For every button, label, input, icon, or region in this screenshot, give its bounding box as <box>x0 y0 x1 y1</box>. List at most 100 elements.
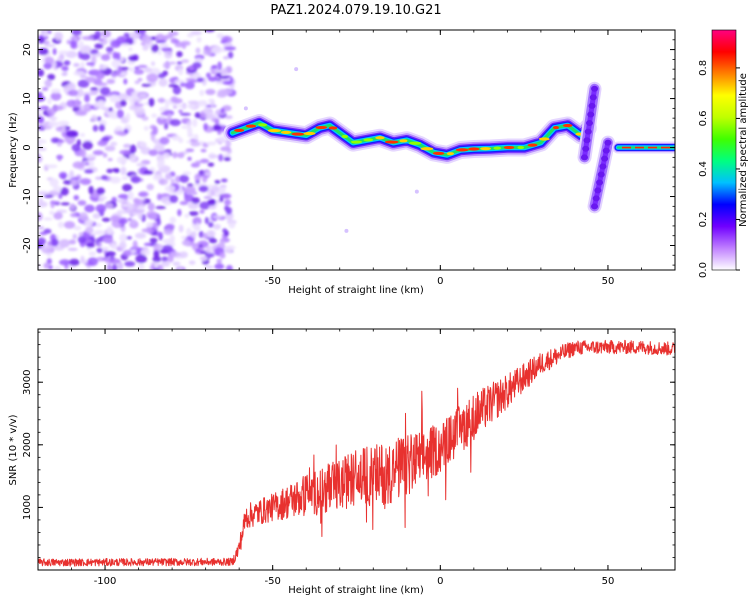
noise-blob <box>106 225 113 235</box>
noise-blob <box>213 223 222 230</box>
noise-blob <box>122 183 133 192</box>
noise-blob <box>72 233 78 240</box>
noise-blob <box>118 217 128 225</box>
noise-blob <box>73 194 80 201</box>
noise-blob <box>38 111 42 117</box>
noise-blob <box>223 245 233 254</box>
ridge-hotspot <box>384 140 399 144</box>
noise-blob <box>80 255 85 264</box>
noise-blob <box>143 125 149 131</box>
noise-blob <box>54 31 64 41</box>
noise-blob <box>211 186 220 193</box>
noise-blob <box>172 98 183 104</box>
noise-blob <box>224 199 232 206</box>
noise-blob <box>109 215 121 222</box>
noise-blob <box>106 168 114 174</box>
noise-blob <box>38 69 45 77</box>
x-tick-label: 0 <box>437 576 443 587</box>
colorbar-tick-label: 0.8 <box>698 60 709 76</box>
noise-blob <box>137 77 143 82</box>
x-tick-label: 50 <box>602 276 615 287</box>
y-tick-label: 20 <box>22 43 33 56</box>
noise-blob <box>43 194 54 198</box>
noise-blob <box>80 61 85 70</box>
feature-blob <box>596 179 604 186</box>
noise-blob <box>154 261 159 269</box>
noise-blob <box>222 80 233 85</box>
ridge-signal <box>223 114 597 164</box>
noise-blob <box>84 169 94 174</box>
noise-blob <box>97 38 104 42</box>
noise-blob <box>186 227 192 236</box>
ridge-hotspot <box>480 147 492 151</box>
noise-blob <box>38 237 46 246</box>
noise-blob <box>77 235 87 244</box>
noise-blob <box>181 239 191 246</box>
noise-blob <box>73 225 82 231</box>
noise-blob <box>193 133 199 141</box>
noise-blob <box>153 250 160 258</box>
noise-blob <box>68 258 80 266</box>
noise-blob <box>58 50 70 55</box>
noise-blob <box>207 162 215 167</box>
noise-blob <box>146 221 154 228</box>
noise-blob <box>160 47 173 52</box>
noise-blob <box>116 109 124 119</box>
noise-blob <box>176 61 183 65</box>
noise-blob <box>60 202 71 206</box>
ridge-hotspot <box>315 125 328 130</box>
noise-blob <box>192 72 202 80</box>
noise-speck <box>414 189 419 194</box>
noise-blob <box>159 115 166 119</box>
noise-blob <box>61 72 68 77</box>
noise-blob <box>77 79 90 88</box>
noise-blob <box>203 123 208 131</box>
noise-blob <box>82 35 94 41</box>
x-tick-label: 50 <box>602 576 615 587</box>
noise-blob <box>127 191 134 201</box>
noise-blob <box>204 216 210 225</box>
noise-blob <box>129 153 136 162</box>
x-tick-label: -50 <box>265 576 281 587</box>
noise-blob <box>82 104 89 110</box>
noise-speck <box>294 67 299 72</box>
feature-blob <box>584 128 592 135</box>
colorbar-gradient <box>712 30 736 270</box>
noise-blob <box>94 30 102 39</box>
noise-blob <box>105 202 114 209</box>
noise-blob <box>119 241 127 250</box>
noise-blob <box>86 242 95 248</box>
noise-blob <box>129 144 137 154</box>
noise-blob <box>111 60 120 68</box>
noise-blob <box>124 261 136 267</box>
y-tick-label: 0 <box>22 144 33 150</box>
noise-blob <box>88 251 97 257</box>
noise-blob <box>159 136 170 145</box>
noise-blob <box>67 247 78 252</box>
noise-blob <box>94 43 104 49</box>
noise-blob <box>128 55 138 62</box>
ridge-hotspot <box>341 134 349 139</box>
noise-blob <box>194 173 201 182</box>
noise-blob <box>100 246 110 251</box>
ridge-hotspot <box>552 126 560 130</box>
ridge-hotspot <box>258 123 268 127</box>
noise-blob <box>197 101 208 107</box>
noise-blob <box>187 104 196 109</box>
noise-blob <box>187 156 192 161</box>
noise-blob <box>220 107 225 114</box>
noise-blob <box>121 203 130 208</box>
noise-blob <box>38 263 42 269</box>
noise-blob <box>92 150 104 156</box>
noise-blob <box>148 149 158 156</box>
noise-blob <box>195 47 201 54</box>
noise-blob <box>155 205 167 210</box>
noise-blob <box>67 83 74 90</box>
noise-blob <box>47 73 56 81</box>
noise-blob <box>205 141 217 146</box>
noise-blob <box>70 213 77 218</box>
noise-blob <box>202 49 213 56</box>
noise-blob <box>123 143 132 149</box>
noise-blob <box>148 97 155 107</box>
